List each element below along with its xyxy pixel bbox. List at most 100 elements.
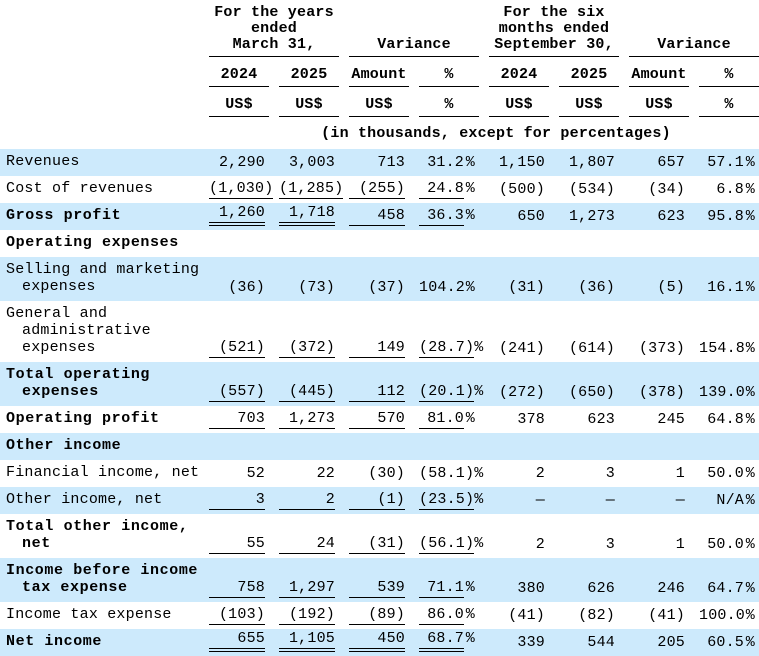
currency-label: US$ [199,87,269,117]
cell-value: 245 [657,411,685,428]
value-cell: 1,260 [199,203,269,230]
value-cell: (534) [549,176,619,203]
table-row: Other income [0,433,759,460]
period-label: 2025 [549,57,619,87]
label-spacer [0,0,199,57]
cell-value: 1,297 [279,579,335,598]
cell-value: (20.1) [419,383,475,402]
table-row: Income before income tax expense 758 1,297 5… [0,558,759,602]
table-body: Revenues 2,290 3,003 713 31.2% 1,150 1,807 657 5… [0,149,759,656]
cell-value: 205 [657,634,685,651]
period-label: Amount [619,57,689,87]
value-cell: 539 [339,558,409,602]
value-cell: (241) [479,301,549,362]
cell-value: (31) [508,279,545,296]
row-label-line: Gross profit [6,207,122,224]
value-cell: 86.0% [409,602,479,629]
cell-value: 2 [279,491,335,510]
value-cell: 81.0% [409,406,479,433]
value-cell: (36) [549,257,619,301]
cell-value: 24 [279,535,335,554]
percent-sign: % [745,634,755,651]
value-cell: 339 [479,629,549,656]
period-label: 2024 [479,57,549,87]
value-cell: (1,030) [199,176,274,203]
cell-value: 544 [587,634,615,651]
value-cell: (650) [549,362,619,406]
value-cell: 1,807 [549,149,619,176]
currency-label: US$ [339,87,409,117]
cell-value [349,252,405,253]
cell-value: 1 [675,536,685,553]
cell-value: 339 [517,634,545,651]
currency-label: US$ [479,87,549,117]
group-line: For the years [214,4,334,21]
cell-value: 1 [675,465,685,482]
cell-value: (372) [279,339,335,358]
value-cell: 458 [339,203,409,230]
group-line: March 31, [232,36,316,53]
value-cell: 31.2% [409,149,479,176]
value-cell [549,433,619,460]
col-group-variance-years: Variance [339,0,479,57]
value-cell: (37) [339,257,409,301]
period-label: 2025 [269,57,339,87]
percent-sign: % [474,465,484,482]
value-cell: (1,285) [269,176,344,203]
value-cell [269,433,339,460]
value-cell: 570 [339,406,409,433]
cell-value: — [535,492,545,509]
row-label: Other income, net [0,487,199,514]
row-label: Cost of revenues [0,176,199,203]
label-spacer [0,117,199,149]
value-cell: 68.7% [409,629,479,656]
percent-sign: % [745,411,755,428]
percent-sign: % [465,606,475,623]
table-row: Operating expenses [0,230,759,257]
cell-value: (373) [638,340,685,357]
table-row: General and administrative expenses (521) (3… [0,301,759,362]
value-cell: (31) [479,257,549,301]
col-group-six-months-ended: For the six months ended September 30, [479,0,619,57]
value-cell: N/A% [689,487,759,514]
percent-sign: % [474,383,484,400]
cell-value: 2,290 [218,154,265,171]
cell-value: 1,273 [568,208,615,225]
cell-value: (192) [279,606,335,625]
table-row: Selling and marketing expenses (36) (73) (37… [0,257,759,301]
value-cell: (41) [479,602,549,629]
row-label-line: administrative [22,322,151,339]
percent-sign: % [745,607,755,624]
cell-value [629,252,685,253]
percent-sign: % [745,208,755,225]
table-row: Revenues 2,290 3,003 713 31.2% 1,150 1,807 657 5… [0,149,759,176]
cell-value: (36) [228,279,265,296]
row-label: Gross profit [0,203,199,230]
value-cell [269,230,339,257]
value-cell: 24.8% [409,176,479,203]
cell-value: (255) [349,180,405,199]
cell-value: 149 [349,339,405,358]
value-cell: 24 [269,514,339,558]
value-cell: (56.1)% [409,514,483,558]
value-cell: 57.1% [689,149,759,176]
value-cell: (30) [339,460,409,487]
cell-value: 81.0 [419,410,464,429]
cell-value: (41) [648,607,685,624]
cell-value: 626 [587,580,615,597]
percent-sign: % [745,154,755,171]
group-line: Variance [377,36,451,53]
percent-sign: % [465,630,475,647]
value-cell: 655 [199,629,269,656]
percent-sign: % [474,339,484,356]
cell-value: 22 [316,465,335,482]
percent-sign: % [745,536,755,553]
row-label: Income before income tax expense [0,558,199,602]
cell-value: N/A [716,492,744,509]
row-label-line: expenses [22,339,96,356]
percent-sign: % [745,384,755,401]
percent-sign: % [745,340,755,357]
cell-value: (534) [568,181,615,198]
cell-value: 246 [657,580,685,597]
col-group-years-ended: For the years ended March 31, [199,0,339,57]
